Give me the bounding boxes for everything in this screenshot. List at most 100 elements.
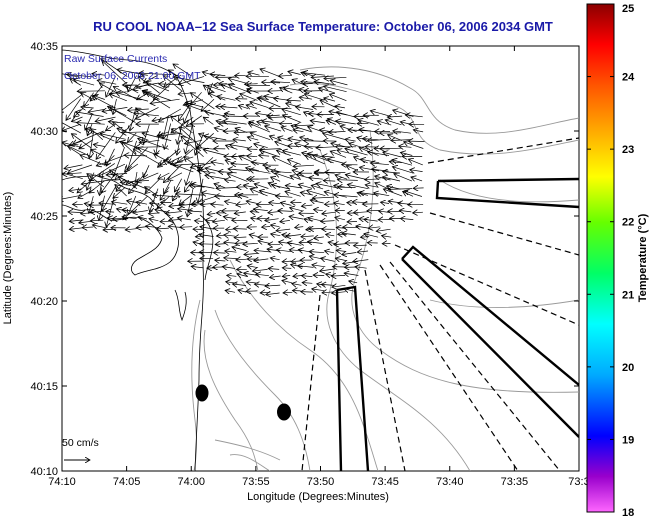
current-vector <box>195 221 203 222</box>
y-axis-label: Latitude (Degrees:Minutes) <box>2 192 14 325</box>
current-vector <box>102 187 116 211</box>
current-vector <box>213 253 226 254</box>
current-vector <box>345 139 356 141</box>
current-vector <box>304 141 326 142</box>
zone-outline <box>435 177 579 209</box>
current-vector <box>269 203 281 204</box>
current-vector <box>96 132 116 159</box>
current-vector <box>249 170 271 174</box>
current-vector <box>62 194 82 200</box>
current-vector <box>329 131 346 132</box>
colorbar-tick-label: 18 <box>622 507 634 518</box>
current-vector <box>265 285 281 286</box>
current-vector <box>227 174 248 182</box>
current-vector <box>319 88 336 94</box>
current-vector <box>231 164 249 165</box>
current-vector <box>234 212 246 214</box>
current-vector <box>337 112 356 118</box>
current-vector <box>305 155 325 165</box>
current-vector <box>282 280 292 282</box>
current-vector <box>413 130 424 132</box>
current-vector <box>383 177 401 182</box>
current-vector <box>364 219 378 221</box>
current-vector <box>289 216 304 219</box>
current-vector <box>392 160 412 166</box>
current-vector <box>115 185 127 197</box>
current-vector <box>248 123 271 133</box>
current-vector <box>286 235 302 237</box>
current-vector <box>146 82 170 92</box>
current-vector <box>404 142 424 149</box>
current-vector <box>394 174 413 182</box>
current-vector <box>225 201 237 204</box>
current-vector <box>143 165 150 178</box>
current-vector <box>282 275 291 276</box>
current-vector <box>205 175 226 180</box>
contour-line <box>229 259 379 471</box>
x-tick-label: 73:35 <box>501 476 529 488</box>
current-vector <box>228 84 249 93</box>
current-vector <box>217 96 236 101</box>
current-vector <box>180 204 192 205</box>
contour-line <box>439 179 579 203</box>
current-vector <box>91 129 104 141</box>
current-vector <box>280 203 292 206</box>
current-vector <box>246 291 258 292</box>
colorbar-tick-label: 21 <box>622 289 634 301</box>
current-vector <box>64 164 83 169</box>
current-vector <box>354 245 367 246</box>
current-vector <box>321 221 335 222</box>
current-vector <box>330 151 347 158</box>
x-tick-label: 74:00 <box>177 476 205 488</box>
current-vector <box>82 227 94 228</box>
current-vector <box>309 252 325 253</box>
restricted-zones <box>335 177 579 471</box>
current-vector <box>224 242 235 243</box>
current-vector <box>128 195 137 215</box>
current-vector <box>288 159 301 165</box>
current-vector <box>243 243 258 244</box>
current-vector <box>81 107 94 108</box>
current-vector <box>93 144 106 146</box>
current-vector <box>134 113 159 116</box>
x-tick-label: 74:05 <box>113 476 141 488</box>
current-vector <box>181 136 204 158</box>
subtitle-timestamp: October 06, 2006 21:00 GMT <box>64 70 201 82</box>
current-vector <box>295 107 313 110</box>
current-vector <box>347 221 358 222</box>
current-vector <box>262 227 271 228</box>
current-vector <box>220 107 238 108</box>
current-vector <box>283 115 302 123</box>
current-vector <box>324 98 336 101</box>
current-vector <box>262 121 281 123</box>
colorbar-tick-label: 25 <box>622 3 634 15</box>
current-vector <box>199 235 214 237</box>
current-vector <box>254 184 269 189</box>
current-vector <box>177 218 191 220</box>
current-vector <box>171 116 193 134</box>
current-vector <box>254 259 269 261</box>
current-vector <box>275 173 293 180</box>
current-vector <box>158 172 170 179</box>
current-vector <box>367 139 391 141</box>
current-vector <box>326 234 335 235</box>
current-vector <box>383 152 402 158</box>
y-axis: 40:35 40:30 40:25 40:20 40:15 40:10 <box>30 41 579 478</box>
current-vector <box>266 293 280 295</box>
current-vector <box>344 273 359 275</box>
current-vector <box>385 120 402 126</box>
current-vector <box>295 227 304 228</box>
current-vector <box>168 70 191 86</box>
current-vector <box>202 193 225 197</box>
y-tick-label: 40:10 <box>30 466 58 478</box>
x-axis-label: Longitude (Degrees:Minutes) <box>247 491 389 503</box>
current-vector <box>125 229 137 230</box>
contour-line <box>203 329 259 471</box>
current-vector <box>113 187 126 199</box>
current-vector <box>225 180 236 182</box>
current-vector <box>211 162 224 164</box>
current-vector <box>100 134 126 140</box>
current-vector <box>90 211 105 212</box>
current-vector <box>227 275 237 276</box>
current-vector <box>106 212 115 213</box>
